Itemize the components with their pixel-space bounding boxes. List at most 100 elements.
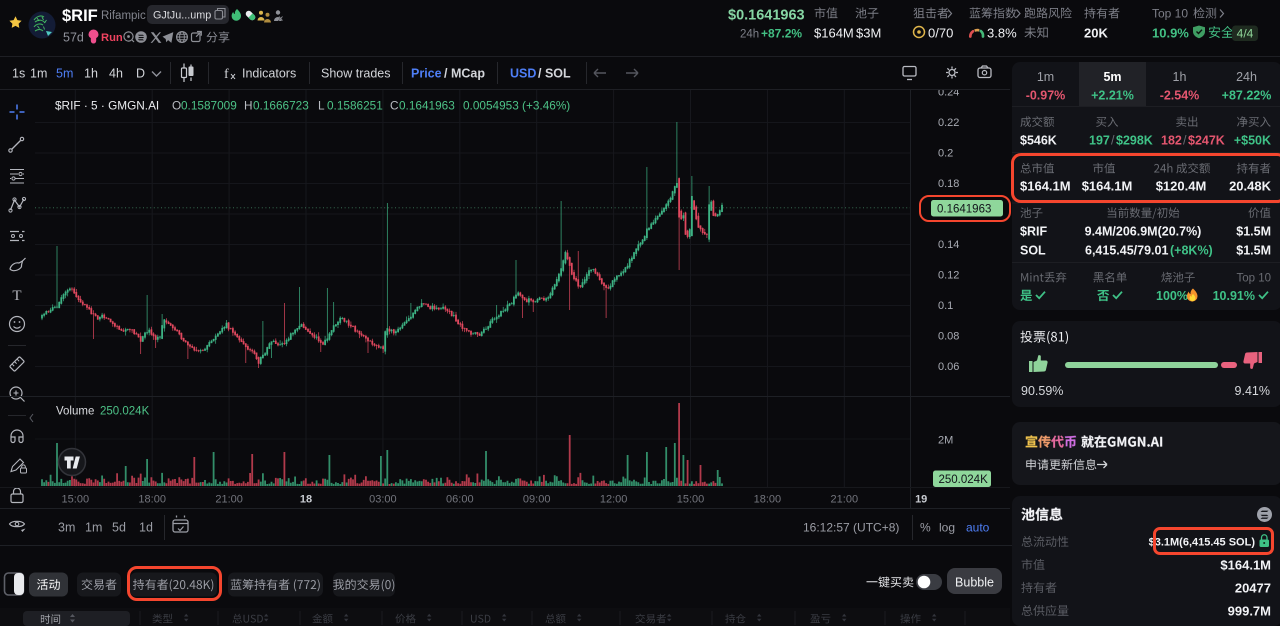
- svg-text:18:00: 18:00: [754, 494, 782, 506]
- svg-text:$3.1M(6,415.45 SOL): $3.1M(6,415.45 SOL): [1149, 537, 1256, 549]
- svg-text:(+8K%): (+8K%): [1170, 244, 1213, 258]
- svg-text:$298K: $298K: [1116, 134, 1153, 148]
- svg-text:24h: 24h: [740, 29, 759, 41]
- svg-text:06:00: 06:00: [446, 494, 474, 506]
- svg-text:100%: 100%: [1156, 289, 1188, 303]
- svg-text:0.1586251: 0.1586251: [327, 99, 383, 113]
- svg-text:250.024K: 250.024K: [939, 474, 989, 486]
- svg-text:9.41%: 9.41%: [1235, 384, 1270, 398]
- svg-text:%: %: [920, 521, 931, 535]
- svg-text:15:00: 15:00: [677, 494, 705, 506]
- svg-text:5m: 5m: [1103, 70, 1121, 84]
- svg-text:Run: Run: [101, 32, 123, 44]
- svg-text:0.1: 0.1: [938, 300, 953, 312]
- svg-text:Rifampic: Rifampic: [101, 10, 146, 22]
- svg-text:$RIF: $RIF: [1020, 225, 1047, 239]
- svg-text:$164M: $164M: [814, 26, 854, 41]
- svg-text:250.024K: 250.024K: [100, 406, 150, 418]
- svg-text:3.8%: 3.8%: [987, 26, 1017, 41]
- svg-text:3m: 3m: [58, 521, 75, 535]
- svg-text:$546K: $546K: [1020, 134, 1057, 148]
- svg-text:$120.4M: $120.4M: [1156, 179, 1207, 194]
- svg-text:0.2: 0.2: [938, 148, 953, 160]
- svg-text:0.1641963: 0.1641963: [937, 204, 991, 216]
- svg-text:Price: Price: [411, 67, 442, 81]
- svg-text:Volume: Volume: [56, 406, 94, 418]
- svg-text:10.9%: 10.9%: [1152, 26, 1189, 41]
- svg-text:$1.5M: $1.5M: [1236, 225, 1271, 239]
- svg-text:5m: 5m: [56, 67, 73, 81]
- svg-text:T: T: [12, 288, 21, 304]
- svg-text:5d: 5d: [112, 521, 126, 535]
- svg-text:$1.5M: $1.5M: [1236, 244, 1271, 258]
- svg-text:/ SOL: / SOL: [538, 67, 571, 81]
- svg-text:D: D: [136, 67, 145, 81]
- svg-text:/ MCap: / MCap: [444, 67, 485, 81]
- svg-text:0/70: 0/70: [928, 26, 953, 41]
- svg-text:182: 182: [1161, 134, 1182, 148]
- svg-text:1m: 1m: [1037, 70, 1054, 84]
- svg-text:2M: 2M: [938, 435, 953, 447]
- svg-text:0.0054953 (+3.46%): 0.0054953 (+3.46%): [463, 99, 570, 113]
- svg-text:90.59%: 90.59%: [1021, 384, 1063, 398]
- svg-text:Indicators: Indicators: [242, 67, 296, 81]
- svg-text:H: H: [244, 99, 253, 113]
- svg-text:O: O: [172, 99, 181, 113]
- svg-text:0.18: 0.18: [938, 178, 959, 190]
- svg-text:03:00: 03:00: [369, 494, 397, 506]
- svg-text:0.1587009: 0.1587009: [181, 99, 237, 113]
- svg-text:L: L: [318, 99, 325, 113]
- svg-text:GJtJu...ump: GJtJu...ump: [153, 9, 211, 21]
- svg-text:-2.54%: -2.54%: [1160, 89, 1200, 103]
- svg-text:20K: 20K: [1084, 26, 1108, 41]
- svg-text:10.91%: 10.91%: [1213, 289, 1255, 303]
- svg-text:1m: 1m: [85, 521, 102, 535]
- svg-text:auto: auto: [966, 521, 990, 535]
- svg-text:SOL: SOL: [1020, 244, 1046, 258]
- svg-text:1s: 1s: [12, 67, 25, 81]
- svg-text:-0.97%: -0.97%: [1026, 89, 1066, 103]
- svg-text:19: 19: [915, 494, 927, 506]
- svg-text:$247K: $247K: [1188, 134, 1225, 148]
- svg-text:Top 10: Top 10: [1236, 273, 1271, 285]
- svg-text:0.12: 0.12: [938, 270, 959, 282]
- svg-text:24h: 24h: [1236, 70, 1257, 84]
- svg-text:$0.1641963: $0.1641963: [728, 8, 805, 24]
- svg-text:0.1666723: 0.1666723: [253, 99, 309, 113]
- svg-text:1m: 1m: [30, 67, 47, 81]
- svg-text:20.48K: 20.48K: [1229, 179, 1272, 194]
- svg-text:log: log: [939, 521, 955, 535]
- svg-text:16:12:57 (UTC+8): 16:12:57 (UTC+8): [803, 521, 899, 535]
- svg-text:0.14: 0.14: [938, 239, 959, 251]
- svg-text:1h: 1h: [84, 67, 98, 81]
- svg-text:+87.2%: +87.2%: [761, 27, 802, 41]
- svg-text:$RIF: $RIF: [62, 7, 98, 25]
- svg-text:$164.1M: $164.1M: [1020, 179, 1071, 194]
- svg-text:$3M: $3M: [856, 26, 881, 41]
- svg-text:0.24: 0.24: [938, 90, 959, 99]
- svg-text:Show trades: Show trades: [321, 67, 390, 81]
- svg-text:21:00: 21:00: [831, 494, 859, 506]
- svg-text:0.22: 0.22: [938, 117, 959, 129]
- svg-text:12:00: 12:00: [600, 494, 628, 506]
- svg-text:57d: 57d: [63, 31, 84, 45]
- svg-text:9.4M/206.9M(20.7%): 9.4M/206.9M(20.7%): [1085, 225, 1202, 239]
- svg-text:21:00: 21:00: [215, 494, 243, 506]
- svg-text:15:00: 15:00: [62, 494, 90, 506]
- svg-text:1h: 1h: [1173, 70, 1187, 84]
- svg-text:$RIF · 5 · GMGN.AI: $RIF · 5 · GMGN.AI: [55, 99, 159, 113]
- svg-text:+87.22%: +87.22%: [1222, 89, 1272, 103]
- svg-text:20477: 20477: [1235, 581, 1271, 596]
- svg-text:999.7M: 999.7M: [1228, 604, 1271, 619]
- svg-text:6,415.45/79.01: 6,415.45/79.01: [1085, 244, 1168, 258]
- svg-text:$164.1M: $164.1M: [1220, 558, 1271, 573]
- svg-text:18: 18: [300, 494, 312, 506]
- svg-text:4/4: 4/4: [1237, 27, 1254, 41]
- svg-text:09:00: 09:00: [523, 494, 551, 506]
- svg-text:f: f: [224, 67, 229, 82]
- svg-text:+2.21%: +2.21%: [1091, 89, 1134, 103]
- svg-text:/: /: [1111, 134, 1115, 148]
- svg-text:/: /: [1183, 134, 1187, 148]
- svg-text:0.06: 0.06: [938, 361, 959, 373]
- svg-text:197: 197: [1089, 134, 1110, 148]
